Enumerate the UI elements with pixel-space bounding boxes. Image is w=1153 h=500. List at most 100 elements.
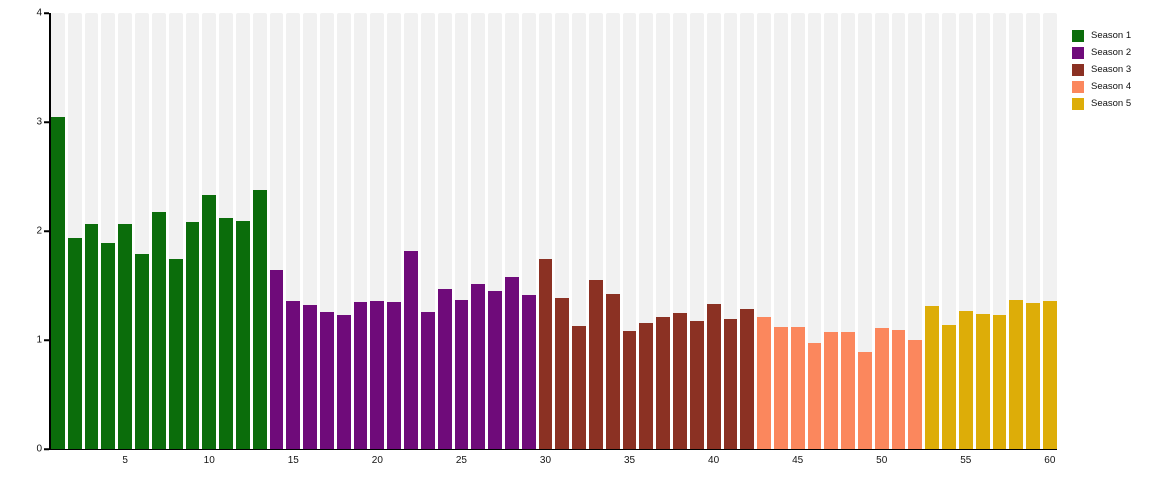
bar-slot-21 <box>387 13 402 449</box>
bar-slot-20: 20 <box>370 13 385 466</box>
bar-slot-22 <box>404 13 418 449</box>
bar-slot-7 <box>151 13 166 449</box>
bar-episode-45 <box>790 326 805 449</box>
bar-episode-20 <box>370 300 385 449</box>
bar-slot-60: 60 <box>1042 13 1057 466</box>
bar-episode-54 <box>942 324 956 449</box>
legend-item-5: Season 5 <box>1072 95 1131 112</box>
bar-episode-17 <box>320 311 334 449</box>
bar-episode-31 <box>555 297 570 449</box>
bar-episode-16 <box>303 305 317 449</box>
bar-episode-12 <box>235 221 250 449</box>
bar-episode-40 <box>706 304 721 449</box>
bar-episode-2 <box>67 237 82 449</box>
x-tick-label-60: 60 <box>1044 455 1056 466</box>
bar-episode-21 <box>387 301 402 449</box>
y-tick-label-3: 3 <box>36 116 42 128</box>
bar-episode-51 <box>891 330 906 449</box>
bar-slot-27 <box>488 13 502 449</box>
bar-episode-28 <box>504 276 519 449</box>
x-tick-label-40: 40 <box>708 455 720 466</box>
bar-episode-41 <box>723 319 738 449</box>
legend-label: Season 5 <box>1091 98 1132 109</box>
bar-slot-2 <box>67 13 82 449</box>
bar-slot-34 <box>605 13 620 449</box>
bar-episode-48 <box>841 332 855 449</box>
bar-slot-35: 35 <box>622 13 637 466</box>
bar-slot-19 <box>353 13 368 449</box>
bar-slot-24 <box>437 13 452 449</box>
bar-slot-44 <box>773 13 788 449</box>
bar-slot-18 <box>336 13 351 449</box>
bar-episode-8 <box>168 259 183 449</box>
bar-slot-30: 30 <box>538 13 553 466</box>
bar-slot-36 <box>639 13 654 449</box>
legend-label: Season 3 <box>1091 64 1132 75</box>
bar-episode-46 <box>807 343 822 449</box>
bar-slot-28 <box>504 13 519 449</box>
legend-item-4: Season 4 <box>1072 78 1131 95</box>
legend-item-2: Season 2 <box>1072 44 1131 61</box>
bar-episode-50 <box>874 328 889 449</box>
bar-slot-14 <box>269 13 284 449</box>
bar-slot-53 <box>925 13 940 449</box>
bar-episode-38 <box>673 312 687 449</box>
bar-slot-31 <box>555 13 570 449</box>
bar-episode-32 <box>572 325 586 449</box>
bar-episode-60 <box>1042 300 1057 449</box>
bar-slot-49 <box>858 13 872 449</box>
bar-slot-15: 15 <box>286 13 301 466</box>
bar-slot-48 <box>841 13 855 449</box>
bar-slot-5: 5 <box>118 13 133 466</box>
bar-episode-11 <box>219 217 233 449</box>
x-tick-label-15: 15 <box>287 455 299 466</box>
bar-slot-52 <box>908 13 923 449</box>
bar-slot-58 <box>1009 13 1024 449</box>
x-tick-label-50: 50 <box>876 455 888 466</box>
bar-slot-55: 55 <box>958 13 973 466</box>
bar-slot-32 <box>572 13 586 449</box>
bar-slot-33 <box>589 13 603 449</box>
bar-episode-52 <box>908 340 923 449</box>
bar-episode-3 <box>84 224 99 449</box>
y-tick-2 <box>44 230 49 232</box>
legend-swatch-icon <box>1072 29 1084 42</box>
legend-label: Season 4 <box>1091 81 1132 92</box>
bar-episode-37 <box>656 317 671 449</box>
bar-slot-56 <box>975 13 990 449</box>
bar-slot-6 <box>135 13 149 449</box>
y-tick-label-1: 1 <box>36 334 42 346</box>
bar-episode-39 <box>689 321 704 449</box>
legend-swatch-icon <box>1072 80 1084 93</box>
bar-slot-11 <box>219 13 233 449</box>
bar-slot-9 <box>185 13 200 449</box>
legend-swatch-icon <box>1072 97 1084 110</box>
bar-slot-51 <box>891 13 906 449</box>
bar-episode-29 <box>521 295 536 449</box>
bar-episode-35 <box>622 331 637 449</box>
x-axis-line <box>46 448 1057 450</box>
bar-episode-22 <box>404 250 418 449</box>
y-tick-3 <box>44 121 49 123</box>
bar-episode-27 <box>488 290 502 449</box>
bar-slot-4 <box>101 13 116 449</box>
bar-episode-30 <box>538 259 553 449</box>
bar-episode-55 <box>958 310 973 449</box>
y-tick-label-4: 4 <box>36 7 42 19</box>
bar-episode-6 <box>135 253 149 449</box>
bar-slot-47 <box>824 13 839 449</box>
bar-slot-29 <box>521 13 536 449</box>
bar-episode-4 <box>101 243 116 449</box>
bar-slot-8 <box>168 13 183 449</box>
bar-slot-41 <box>723 13 738 449</box>
bar-episode-43 <box>757 317 771 449</box>
y-tick-label-0: 0 <box>36 443 42 455</box>
bar-episode-44 <box>773 326 788 449</box>
bar-episode-53 <box>925 306 940 449</box>
legend-swatch-icon <box>1072 63 1084 76</box>
legend: Season 1 Season 2 Season 3 Season 4 Season 5 <box>1072 27 1131 112</box>
bar-episode-42 <box>740 309 755 449</box>
bar-slot-39 <box>689 13 704 449</box>
bar-slot-16 <box>303 13 317 449</box>
bar-slot-25: 25 <box>454 13 469 466</box>
